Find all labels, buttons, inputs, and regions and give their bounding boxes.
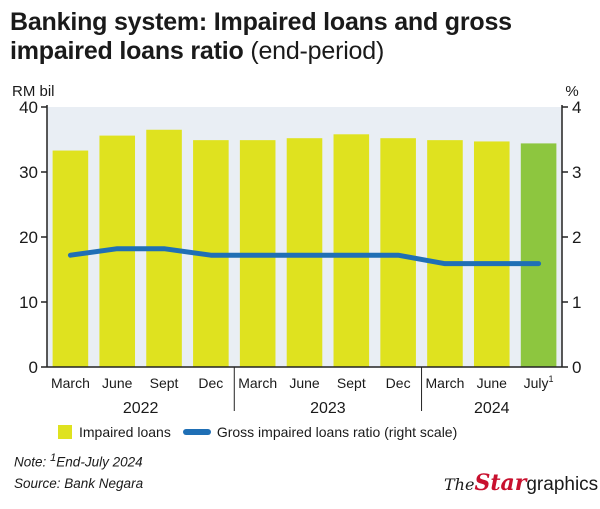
x-tick-label-text: Dec [386, 375, 411, 391]
x-tick-label-text: March [51, 375, 90, 391]
bar-impaired-loans [473, 141, 510, 367]
logo-the: The [444, 475, 475, 494]
x-tick-label-superscript: 1 [549, 374, 554, 384]
x-tick-label-text: June [477, 375, 508, 391]
x-tick-label: June [477, 375, 508, 391]
bar-impaired-loans [286, 138, 323, 367]
legend-label-gross-ratio: Gross impaired loans ratio (right scale) [216, 424, 458, 440]
y-tick-label-right: 2 [572, 228, 581, 247]
legend-swatch-impaired-loans [58, 425, 72, 439]
y-tick-label-right: 0 [572, 358, 581, 377]
x-tick-label: March [51, 375, 90, 391]
y-tick-label-right: 4 [572, 98, 581, 117]
y-tick-label-left: 40 [19, 98, 38, 117]
x-tick-label-text: Sept [150, 375, 179, 391]
y-tick-label-right: 1 [572, 293, 581, 312]
chart-title-qualifier: (end-period) [250, 37, 385, 65]
publisher-logo: TheStargraphics [444, 470, 598, 496]
line-gross-impaired-ratio [67, 246, 542, 267]
logo-graphics: graphics [526, 474, 599, 495]
x-tick-label: March [238, 375, 277, 391]
x-year-label: 2022 [123, 400, 159, 417]
x-tick-label-text: June [289, 375, 320, 391]
legend-label-impaired-loans: Impaired loans [79, 424, 171, 440]
y-tick-label-left: 30 [19, 163, 38, 182]
chart-plot: 0 10 20 30 40 0 1 2 3 4 RM bil % March June Sept Dec Mar… [12, 83, 581, 417]
bar-impaired-loans [520, 143, 557, 367]
x-tick-label-text: March [426, 375, 465, 391]
x-year-label: 2023 [310, 400, 346, 417]
x-tick-label: Dec [386, 375, 411, 391]
x-tick-label: March [426, 375, 465, 391]
chart-title: Banking system: Impaired loans and gross… [10, 8, 595, 66]
x-tick-label-text: July [524, 375, 549, 391]
footnote-text: End-July 2024 [56, 454, 143, 470]
bar-impaired-loans [380, 138, 416, 367]
x-tick-label: June [289, 375, 320, 391]
x-tick-label-text: Sept [337, 375, 366, 391]
chart-title-main: Banking system: Impaired loans and gross… [10, 8, 512, 65]
x-tick-label-text: Dec [198, 375, 223, 391]
x-tick-label: Dec [198, 375, 223, 391]
legend: Impaired loans Gross impaired loans rati… [58, 424, 457, 440]
y-tick-label-left: 10 [19, 293, 38, 312]
x-tick-label: Sept [150, 375, 179, 391]
x-tick-label: July1 [524, 374, 554, 391]
y-tick-label-right: 3 [572, 163, 581, 182]
footnote: Note: 1End-July 2024 [14, 452, 143, 470]
source-line: Source: Bank Negara [14, 476, 144, 491]
bar-impaired-loans [333, 134, 370, 367]
x-tick-label-text: June [102, 375, 133, 391]
footnote-prefix: Note: [14, 454, 51, 470]
x-tick-label: Sept [337, 375, 366, 391]
y-axis-label-left: RM bil [12, 83, 55, 100]
footnote-marker: 1 [50, 452, 57, 464]
bar-impaired-loans [52, 150, 89, 367]
x-tick-label: June [102, 375, 133, 391]
x-tick-label-text: March [238, 375, 277, 391]
logo-star: Star [474, 470, 527, 496]
legend-swatch-gross-ratio [182, 429, 211, 435]
bar-impaired-loans [427, 140, 463, 367]
y-tick-label-left: 0 [29, 358, 38, 377]
y-axis-label-right: % [565, 83, 578, 100]
y-tick-label-left: 20 [19, 228, 38, 247]
x-year-label: 2024 [474, 400, 510, 417]
